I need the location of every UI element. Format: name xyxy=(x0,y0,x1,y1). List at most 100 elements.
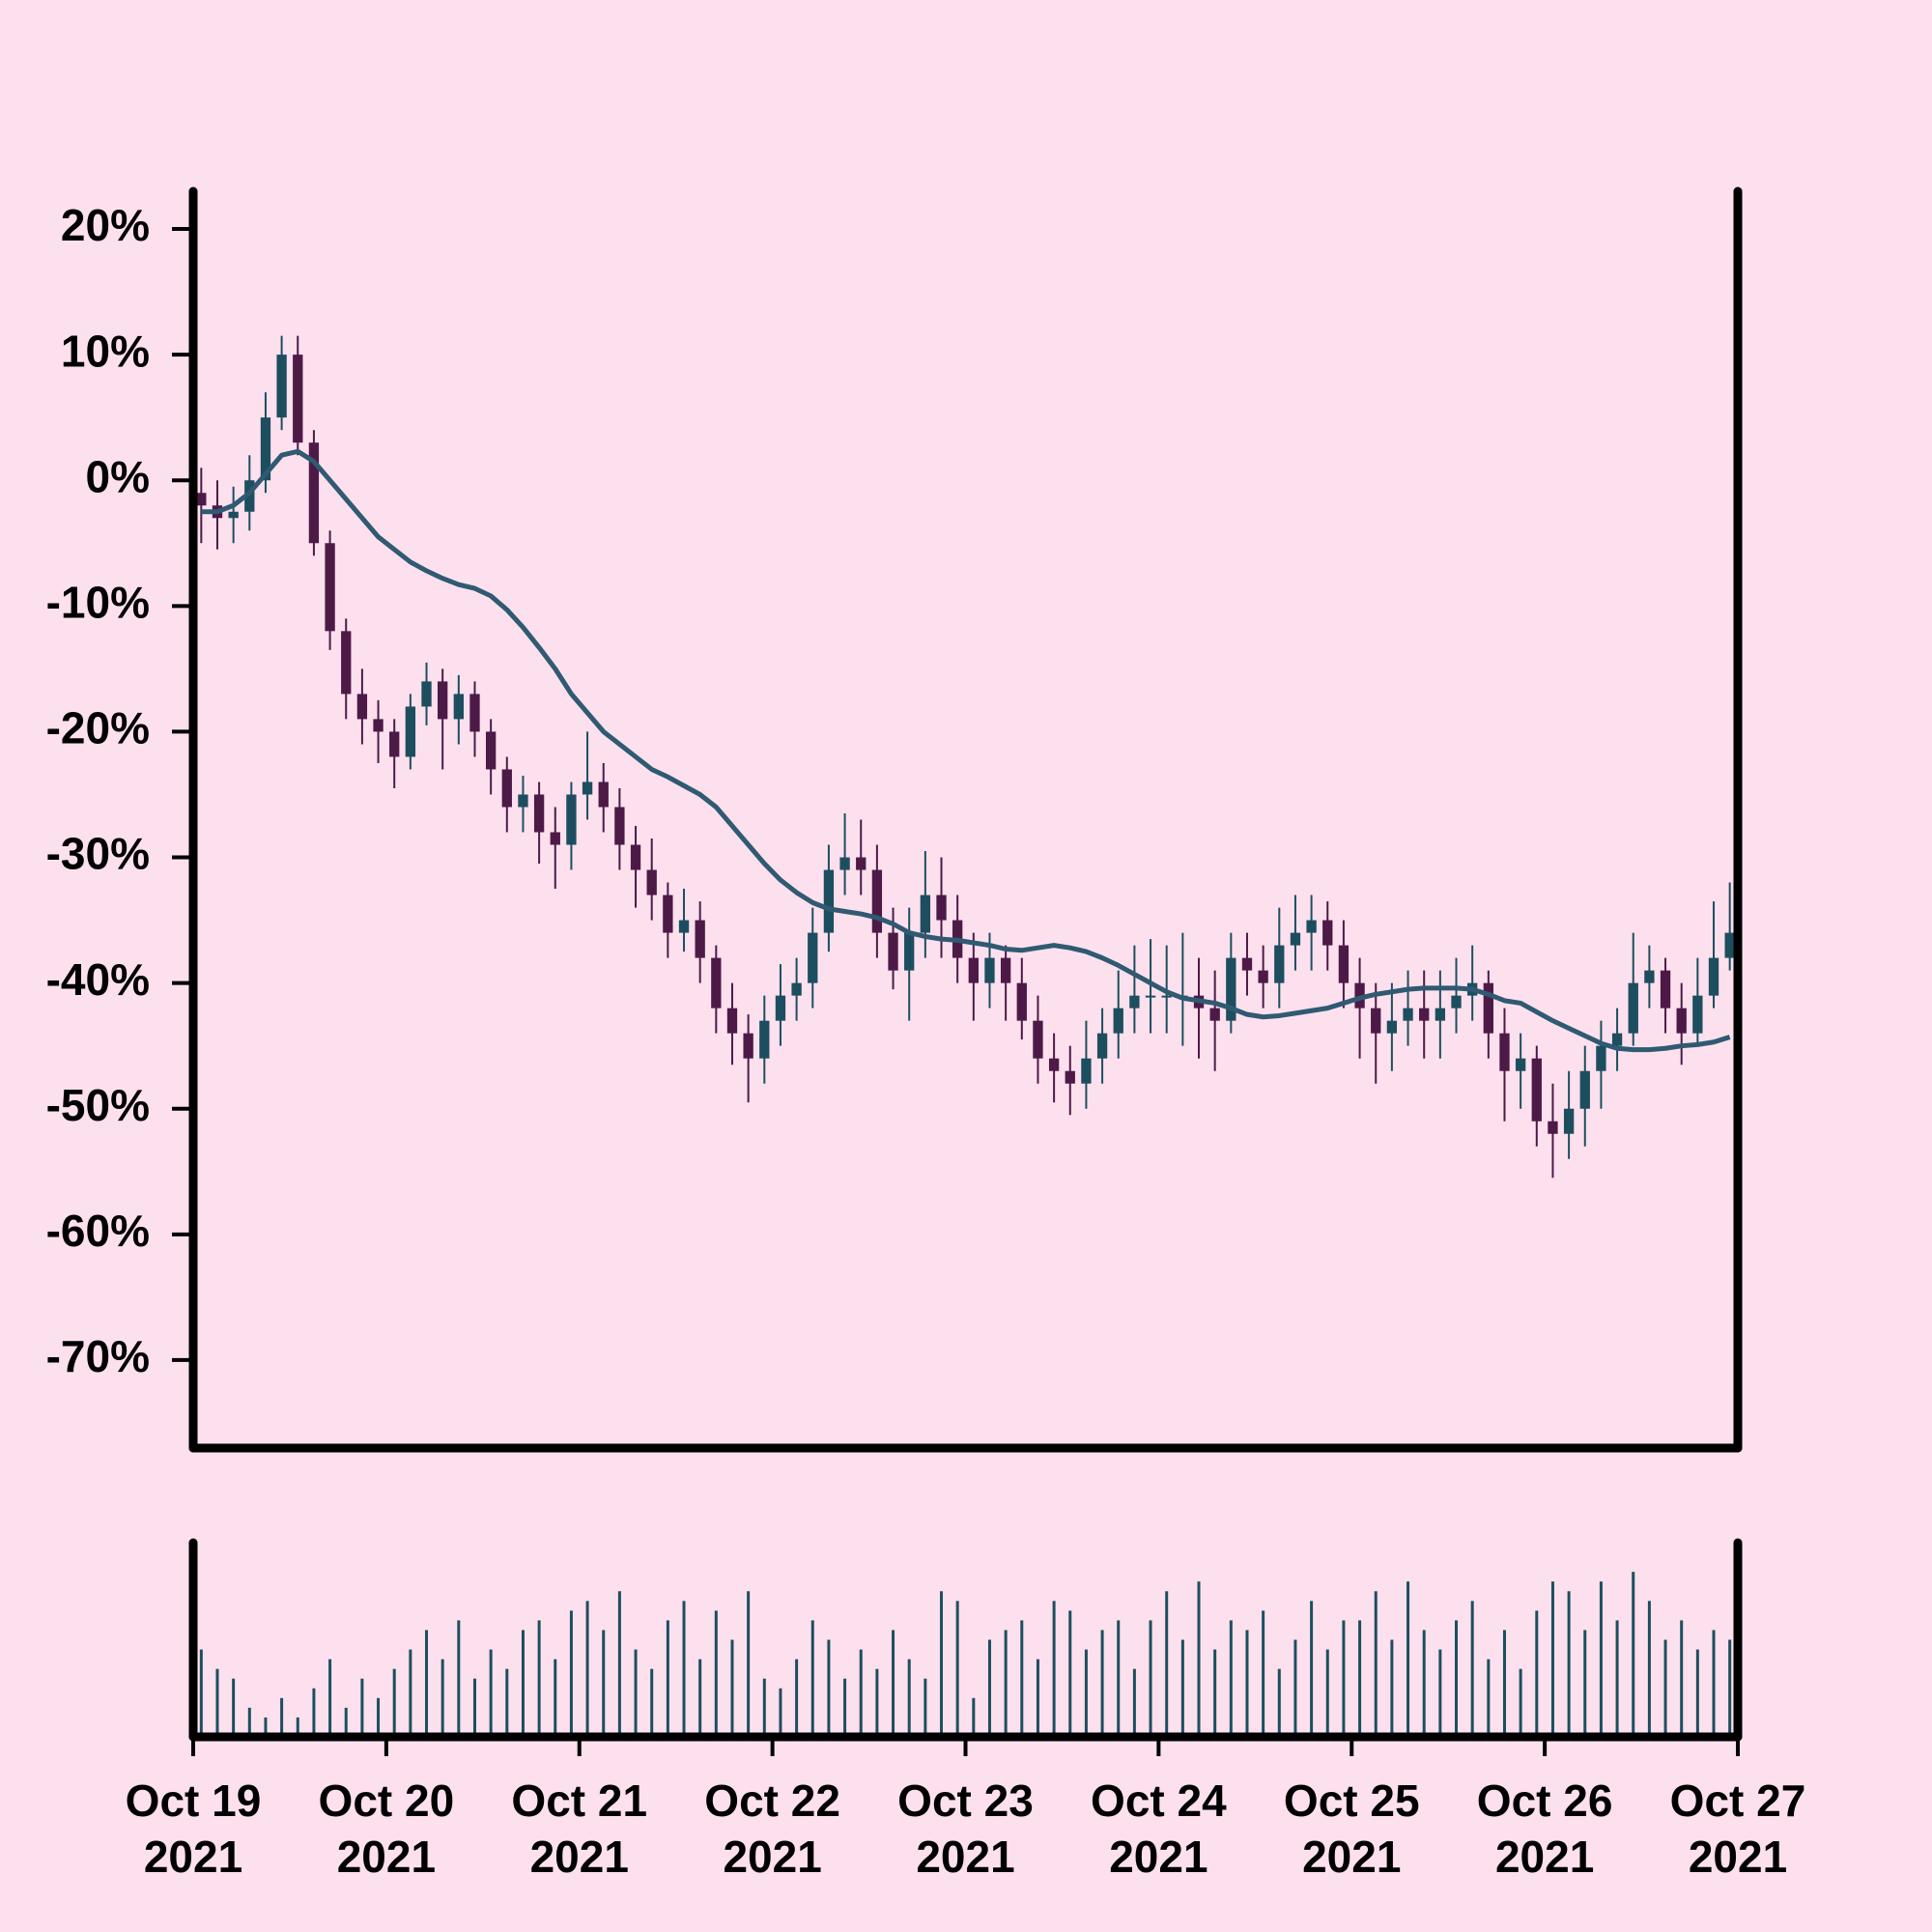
candle-body xyxy=(1033,1020,1043,1059)
candle-body xyxy=(1435,1008,1446,1021)
candle-body xyxy=(630,844,641,870)
candle-body xyxy=(228,511,239,519)
candle-body xyxy=(582,781,593,795)
volume-bar xyxy=(1728,1639,1732,1737)
candle-body xyxy=(759,1020,770,1059)
y-tick-label: 10% xyxy=(61,326,150,376)
volume-bar xyxy=(987,1639,991,1737)
volume-bar xyxy=(1100,1630,1104,1737)
volume-bar xyxy=(1325,1649,1329,1737)
volume-bar xyxy=(215,1668,219,1737)
candle-body xyxy=(791,982,802,996)
volume-bar xyxy=(1149,1620,1152,1737)
candle-body xyxy=(695,920,705,958)
volume-bar xyxy=(392,1668,396,1737)
volume-bar xyxy=(1390,1639,1394,1737)
volume-bar xyxy=(762,1678,766,1737)
candle-body xyxy=(968,957,979,983)
volume-bar xyxy=(312,1688,316,1737)
x-tick-label: Oct 23 2021 xyxy=(897,1776,1034,1882)
candle-body xyxy=(1096,1033,1108,1059)
candle-body xyxy=(1209,1008,1220,1021)
candle-body xyxy=(888,932,898,971)
volume-bar xyxy=(505,1668,509,1737)
y-tick-label: -50% xyxy=(46,1080,150,1130)
volume-bar xyxy=(602,1630,606,1737)
candle-body xyxy=(1161,995,1172,998)
volume-bar xyxy=(472,1678,476,1737)
volume-bar xyxy=(280,1697,284,1737)
volume-bar xyxy=(1550,1581,1554,1737)
volume-bar xyxy=(1567,1591,1571,1737)
candle-body xyxy=(260,417,271,481)
volume-bar xyxy=(1117,1620,1121,1737)
candle-body xyxy=(453,694,464,720)
volume-bar xyxy=(892,1630,895,1737)
candle-body xyxy=(646,869,657,895)
y-tick-label: -10% xyxy=(46,577,150,627)
y-tick-label: -70% xyxy=(46,1331,150,1381)
candle-body xyxy=(871,869,883,933)
candle-body xyxy=(308,442,320,544)
volume-bar xyxy=(1455,1620,1459,1737)
candle-body xyxy=(341,631,352,695)
candle-body xyxy=(1483,982,1493,1034)
y-tick-label: -60% xyxy=(46,1206,150,1256)
candle-body xyxy=(856,857,867,870)
volume-bar xyxy=(1165,1591,1169,1737)
x-tick-label: Oct 20 2021 xyxy=(318,1776,455,1882)
volume-bar xyxy=(1132,1668,1136,1737)
volume-bar xyxy=(554,1659,557,1737)
volume-bar xyxy=(360,1678,364,1737)
volume-bar xyxy=(1438,1649,1442,1737)
candle-body xyxy=(389,731,400,757)
candle-body xyxy=(276,355,287,418)
candle-body xyxy=(1708,957,1719,996)
candle-body xyxy=(1548,1121,1558,1134)
volume-bar xyxy=(440,1659,444,1737)
volume-bar xyxy=(714,1610,718,1737)
candle-body xyxy=(1724,932,1735,958)
candle-body xyxy=(920,895,931,933)
candle-body xyxy=(1644,970,1655,983)
candle-body xyxy=(293,355,303,443)
volume-bar xyxy=(1680,1620,1684,1737)
candle-body xyxy=(566,794,577,845)
candle-body xyxy=(356,694,368,720)
volume-bar xyxy=(907,1659,911,1737)
volume-bar xyxy=(199,1649,203,1737)
volume-bar xyxy=(827,1639,831,1737)
candle-body xyxy=(550,832,560,845)
candle-body xyxy=(1451,995,1462,1009)
candle-body xyxy=(1419,1008,1430,1021)
candle-body xyxy=(533,794,545,833)
volume-bar xyxy=(1358,1620,1362,1737)
volume-bar xyxy=(425,1630,429,1737)
candle-body xyxy=(823,869,835,933)
x-tick-label: Oct 26 2021 xyxy=(1476,1776,1613,1882)
volume-bar xyxy=(489,1649,493,1737)
candle-body xyxy=(1579,1070,1590,1109)
volume-bar xyxy=(1583,1630,1587,1737)
candle-body xyxy=(469,694,480,732)
volume-bar xyxy=(264,1717,268,1737)
volume-bar xyxy=(1502,1630,1506,1737)
candle-body xyxy=(373,719,384,732)
volume-bar xyxy=(923,1678,927,1737)
candle-body xyxy=(808,932,818,983)
volume-bar xyxy=(682,1601,686,1737)
volume-bar xyxy=(1599,1581,1603,1737)
candle-body xyxy=(904,932,915,971)
volume-bar xyxy=(1245,1630,1249,1737)
candle-body xyxy=(678,920,690,933)
x-tick-label: Oct 22 2021 xyxy=(704,1776,840,1882)
volume-bar xyxy=(666,1620,669,1737)
candle-body xyxy=(518,794,528,808)
candle-body xyxy=(196,493,207,506)
candle-body xyxy=(1354,982,1365,1009)
candle-body xyxy=(325,543,335,632)
candle-body xyxy=(421,681,432,707)
candle-body xyxy=(501,769,512,808)
volume-bar xyxy=(1663,1639,1667,1737)
volume-bar xyxy=(1036,1659,1039,1737)
